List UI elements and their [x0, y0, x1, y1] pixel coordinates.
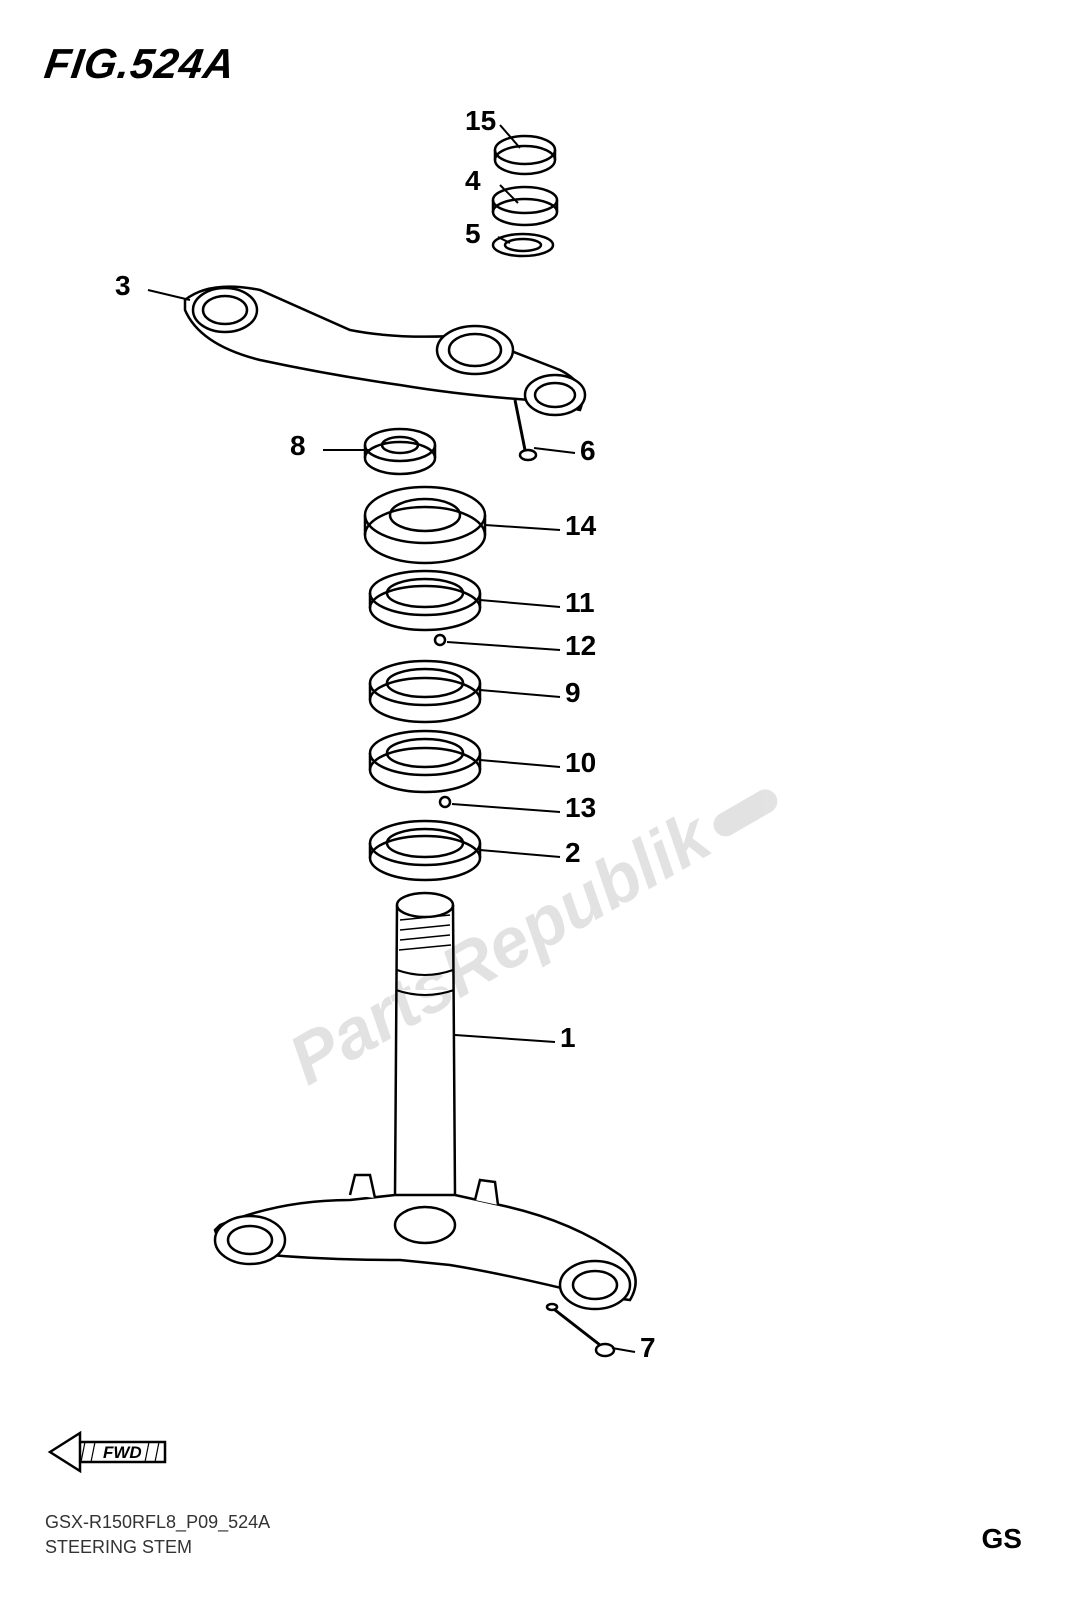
- parts-diagram: [0, 0, 1067, 1600]
- footer-right: GS: [982, 1523, 1022, 1555]
- callout-15: 15: [465, 105, 496, 137]
- steering-stem: [215, 893, 636, 1356]
- upper-bracket: [185, 287, 585, 460]
- callout-9: 9: [565, 677, 581, 709]
- footer-name: STEERING STEM: [45, 1535, 270, 1560]
- callout-11: 11: [565, 587, 595, 619]
- callout-5: 5: [465, 218, 481, 250]
- callout-12: 12: [565, 630, 596, 662]
- fwd-arrow-icon: FWD: [45, 1425, 175, 1480]
- footer-code: GSX-R150RFL8_P09_524A: [45, 1510, 270, 1535]
- callout-1: 1: [560, 1022, 576, 1054]
- callout-4: 4: [465, 165, 481, 197]
- callout-10: 10: [565, 747, 596, 779]
- callout-2: 2: [565, 837, 581, 869]
- footer-left: GSX-R150RFL8_P09_524A STEERING STEM: [45, 1510, 270, 1560]
- callout-6: 6: [580, 435, 596, 467]
- callout-3: 3: [115, 270, 131, 302]
- ring-stack: [365, 136, 557, 880]
- callout-7: 7: [640, 1332, 656, 1364]
- fwd-label: FWD: [103, 1443, 142, 1462]
- callout-8: 8: [290, 430, 306, 462]
- callout-14: 14: [565, 510, 596, 542]
- callout-13: 13: [565, 792, 596, 824]
